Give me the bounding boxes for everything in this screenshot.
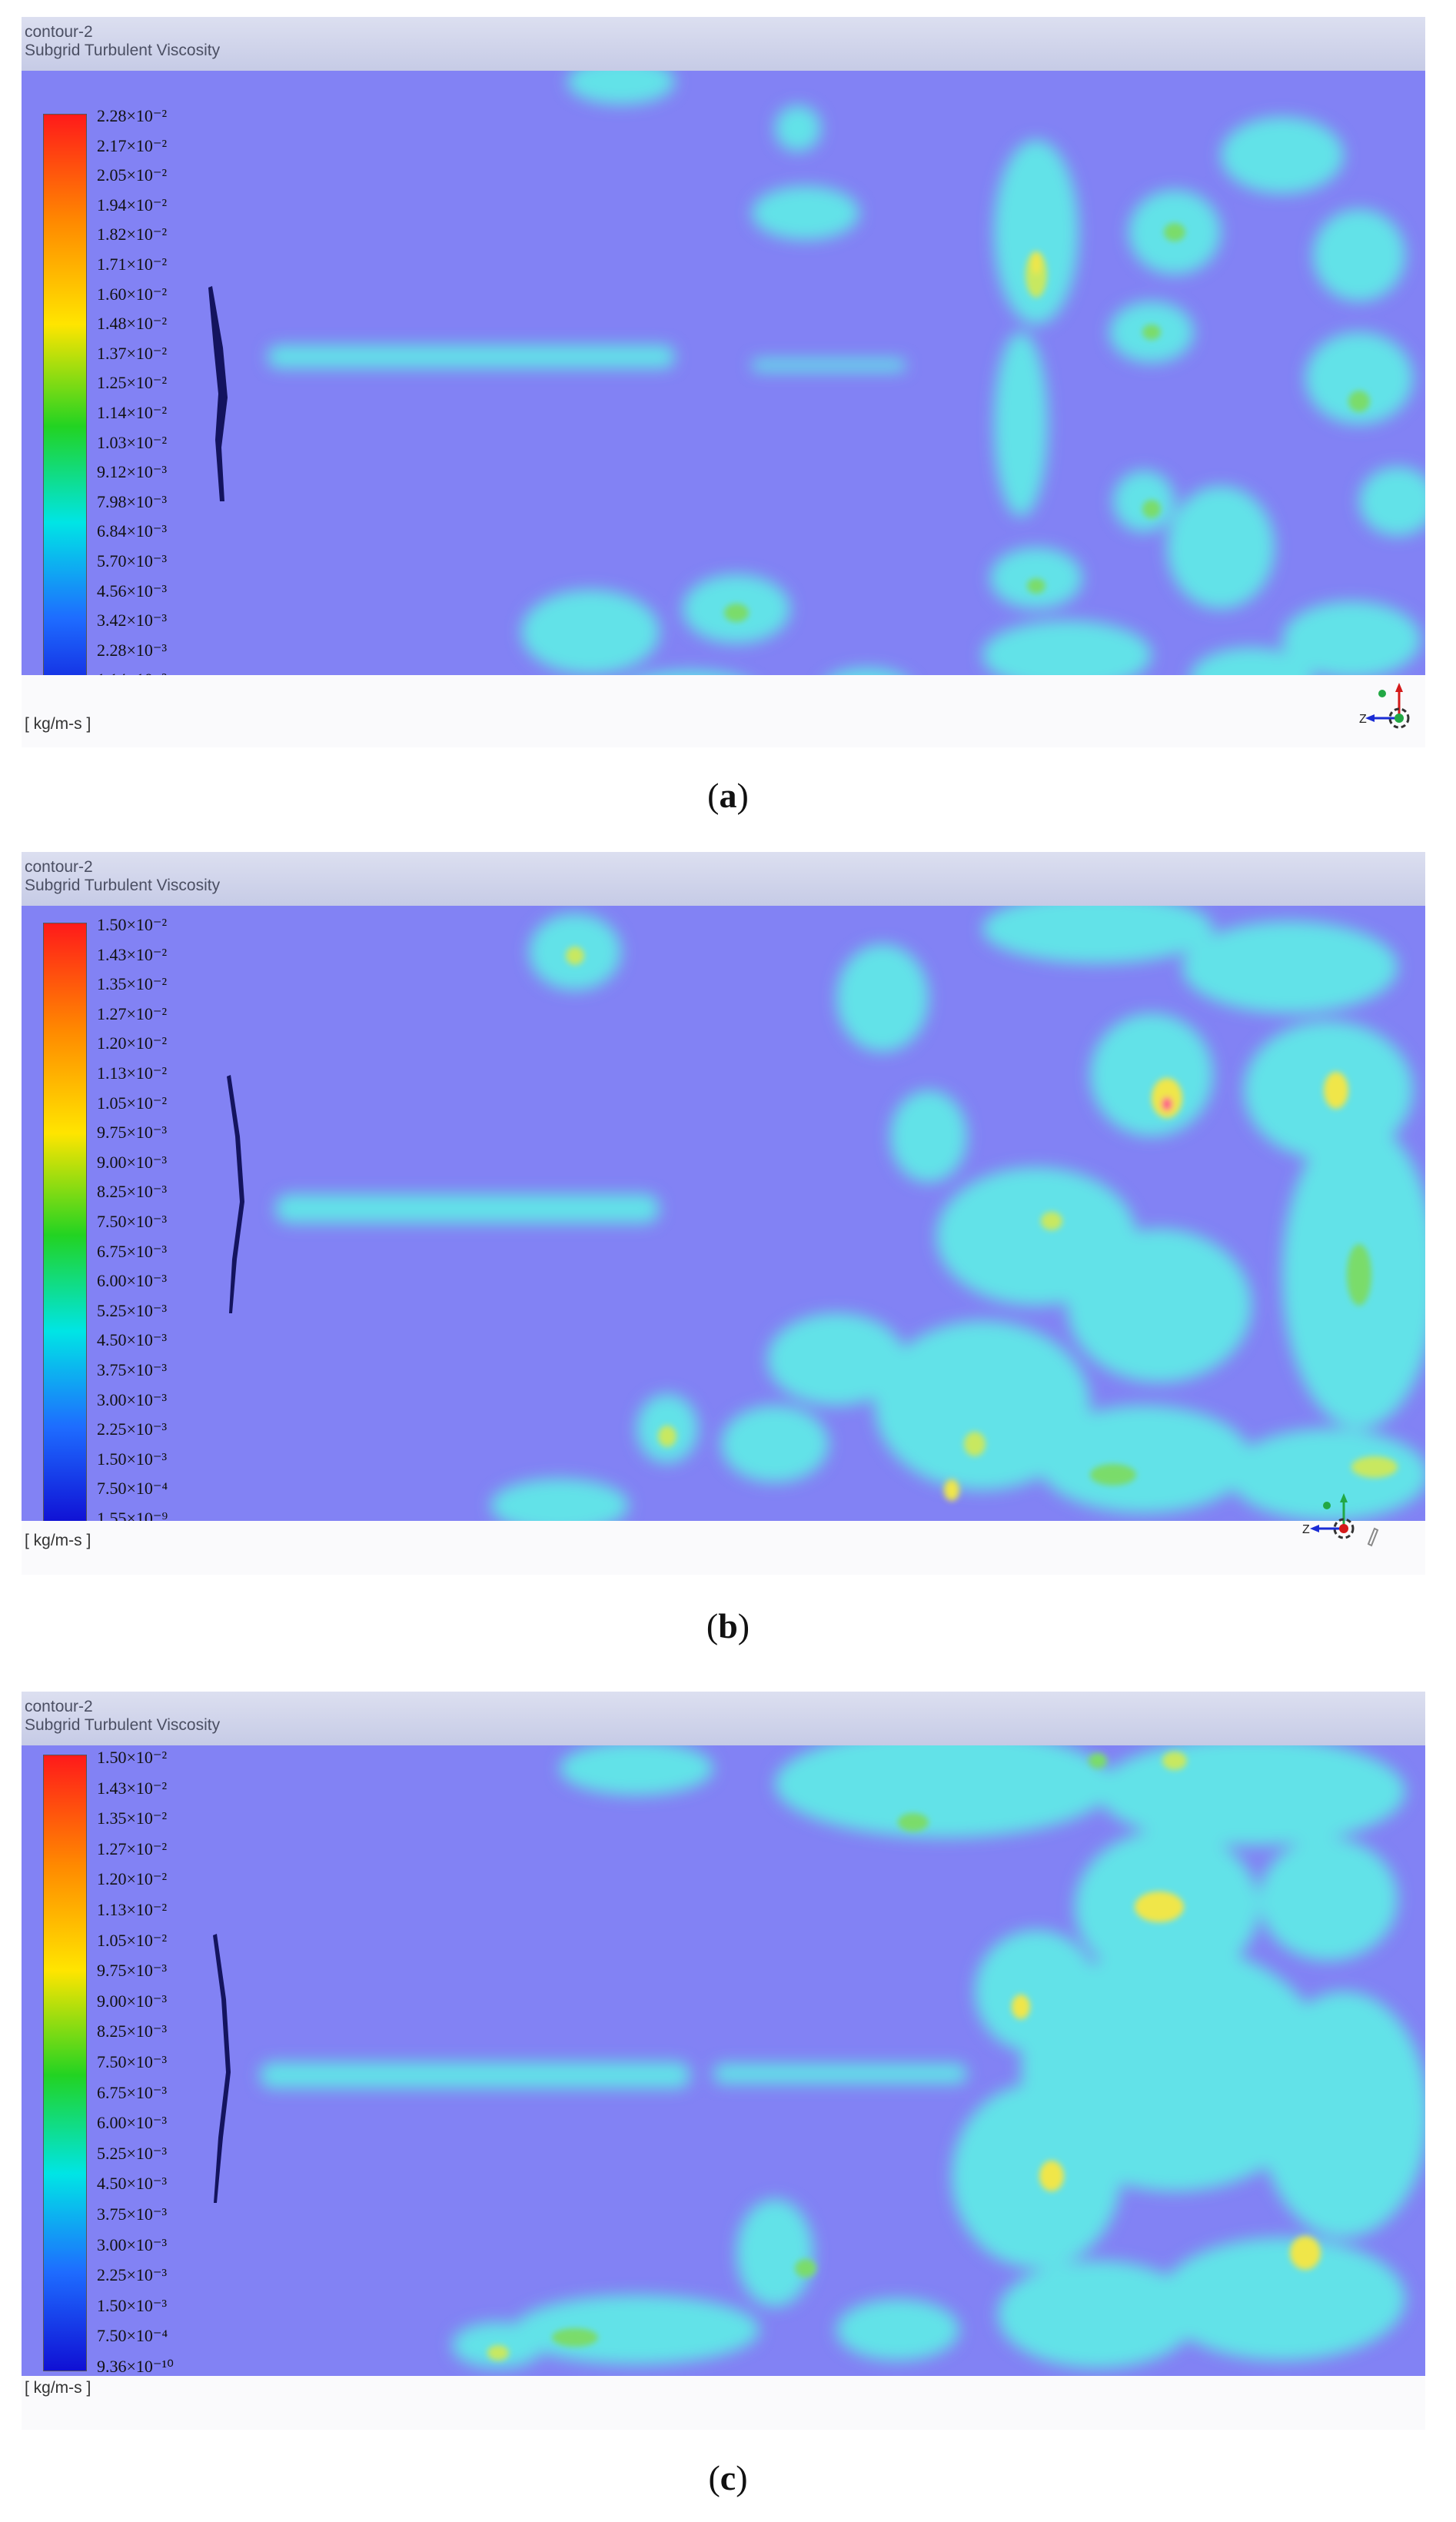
colorbar-tick-label: 1.27×10⁻²	[97, 1838, 168, 1858]
colorbar-tick-label: 7.50×10⁻⁴	[97, 1479, 168, 1499]
colorbar-tick-label: 7.50×10⁻³	[97, 1211, 168, 1231]
colorbar	[43, 923, 87, 1521]
unit-label: [ kg/m-s ]	[25, 1532, 91, 1549]
colorbar-tick-label: 2.17×10⁻²	[97, 135, 168, 155]
svg-text:Z: Z	[1302, 1523, 1310, 1536]
colorbar-tick-label: 4.50×10⁻³	[97, 1330, 168, 1350]
colorbar-tick-label: 1.20×10⁻²	[97, 1869, 168, 1889]
colorbar-tick-label: 1.60×10⁻²	[97, 284, 168, 304]
colorbar-tick-label: 1.71×10⁻²	[97, 254, 168, 274]
colorbar-ticks: 1.50×10⁻² 1.43×10⁻² 1.35×10⁻² 1.27×10⁻² 1.20…	[97, 1745, 174, 2376]
colorbar-tick-label: 1.35×10⁻²	[97, 1808, 168, 1828]
colorbar-tick-label: 3.75×10⁻³	[97, 2204, 168, 2224]
colorbar-tick-label: 9.12×10⁻³	[97, 462, 168, 482]
contour-plot: 2.28×10⁻² 2.17×10⁻² 2.05×10⁻² 1.94×10⁻² 1.82…	[22, 71, 1425, 732]
colorbar-tick-label: 6.00×10⁻³	[97, 1271, 168, 1291]
unit-label: [ kg/m-s ]	[25, 2379, 91, 2397]
axis-triad-icon: Z	[1359, 683, 1410, 729]
colorbar-tick-label: 2.28×10⁻³	[97, 640, 168, 660]
colorbar-tick-label: 1.43×10⁻²	[97, 1778, 168, 1798]
contour-variable: Subgrid Turbulent Viscosity	[25, 877, 221, 894]
colorbar-tick-label: 4.56×10⁻³	[97, 581, 168, 601]
colorbar-tick-label: 6.75×10⁻³	[97, 2082, 168, 2102]
colorbar-ticks: 2.28×10⁻² 2.17×10⁻² 2.05×10⁻² 1.94×10⁻² 1.82…	[97, 101, 168, 724]
colorbar-tick-label: 5.25×10⁻³	[97, 1300, 168, 1320]
colorbar-tick-label: 2.05×10⁻²	[97, 165, 168, 185]
colorbar-tick-label: 8.25×10⁻³	[97, 2021, 168, 2041]
colorbar-tick-label: 1.50×10⁻³	[97, 2295, 168, 2315]
contour-variable: Subgrid Turbulent Viscosity	[25, 1716, 221, 1734]
colorbar-tick-label: 1.50×10⁻²	[97, 1748, 168, 1767]
colorbar-tick-label: 9.75×10⁻³	[97, 1123, 168, 1143]
plot-footer: [ kg/m-s ] Z	[22, 675, 1425, 747]
contour-field	[227, 906, 1425, 1521]
colorbar-tick-label: 6.00×10⁻³	[97, 2113, 168, 2133]
contour-panel-b: contour-2 Subgrid Turbulent Viscosity	[22, 852, 1425, 1575]
colorbar	[43, 114, 87, 715]
colorbar-tick-label: 1.27×10⁻²	[97, 1003, 168, 1023]
colorbar-tick-label: 3.75×10⁻³	[97, 1359, 168, 1379]
colorbar-tick-label: 1.35×10⁻²	[97, 974, 168, 994]
colorbar-tick-label: 9.00×10⁻³	[97, 1991, 168, 2011]
colorbar-tick-label: 9.75×10⁻³	[97, 1961, 168, 1981]
caption-b: (b)	[706, 1606, 750, 1645]
caption-a: (a)	[707, 776, 749, 815]
svg-text:Z: Z	[1359, 713, 1367, 726]
colorbar-tick-label: 1.05×10⁻²	[97, 1930, 168, 1950]
colorbar-tick-label: 1.50×10⁻²	[97, 915, 168, 934]
unit-label: [ kg/m-s ]	[25, 715, 91, 733]
colorbar-tick-label: 7.50×10⁻⁴	[97, 2326, 168, 2346]
colorbar-tick-label: 4.50×10⁻³	[97, 2174, 168, 2194]
colorbar-tick-label: 9.36×10⁻¹⁰	[97, 2356, 174, 2376]
colorbar-tick-label: 8.25×10⁻³	[97, 1182, 168, 1202]
colorbar-tick-label: 5.25×10⁻³	[97, 2143, 168, 2163]
colorbar-tick-label: 3.00×10⁻³	[97, 2234, 168, 2254]
colorbar-ticks: 1.50×10⁻² 1.43×10⁻² 1.35×10⁻² 1.27×10⁻² 1.20…	[97, 910, 168, 1521]
colorbar-tick-label: 1.13×10⁻²	[97, 1899, 168, 1919]
colorbar	[43, 1755, 87, 2371]
colorbar-tick-label: 1.50×10⁻³	[97, 1449, 168, 1469]
colorbar-tick-label: 1.94×10⁻²	[97, 195, 168, 215]
colorbar-tick-label: 3.00×10⁻³	[97, 1389, 168, 1409]
plot-footer: [ kg/m-s ] Z	[22, 1493, 1425, 1575]
colorbar-tick-label: 1.05×10⁻²	[97, 1093, 168, 1113]
colorbar-tick-label: 1.82×10⁻²	[97, 225, 168, 245]
contour-variable: Subgrid Turbulent Viscosity	[25, 42, 221, 59]
contour-name: contour-2	[25, 1698, 93, 1715]
contour-panel-c: contour-2 Subgrid Turbulent Viscosity	[22, 1692, 1425, 2430]
colorbar-tick-label: 1.43×10⁻²	[97, 944, 168, 964]
colorbar-tick-label: 1.25×10⁻²	[97, 373, 168, 393]
panel-header: contour-2 Subgrid Turbulent Viscosity	[22, 1692, 1425, 1745]
panel-header: contour-2 Subgrid Turbulent Viscosity	[22, 852, 1425, 906]
colorbar-tick-label: 6.84×10⁻³	[97, 521, 168, 541]
colorbar-tick-label: 1.20×10⁻²	[97, 1033, 168, 1053]
panel-header: contour-2 Subgrid Turbulent Viscosity	[22, 17, 1425, 71]
colorbar-tick-label: 1.37×10⁻²	[97, 343, 168, 363]
colorbar-tick-label: 1.14×10⁻²	[97, 402, 168, 422]
colorbar-tick-label: 2.25×10⁻³	[97, 1419, 168, 1439]
colorbar-tick-label: 3.42×10⁻³	[97, 611, 168, 630]
colorbar-tick-label: 7.98×10⁻³	[97, 491, 168, 511]
colorbar-tick-label: 1.03×10⁻²	[97, 432, 168, 452]
contour-field	[213, 1745, 1425, 2368]
plot-footer: [ kg/m-s ]	[22, 2376, 1425, 2430]
caption-c: (c)	[708, 2458, 748, 2497]
colorbar-tick-label: 2.25×10⁻³	[97, 2265, 168, 2285]
colorbar-tick-label: 9.00×10⁻³	[97, 1152, 168, 1172]
colorbar-tick-label: 2.28×10⁻²	[97, 106, 168, 125]
colorbar-tick-label: 1.55×10⁻⁹	[97, 1508, 168, 1521]
contour-plot: 1.50×10⁻² 1.43×10⁻² 1.35×10⁻² 1.27×10⁻² 1.20…	[22, 1745, 1425, 2376]
axis-triad-icon: Z	[1302, 1493, 1379, 1547]
colorbar-tick-label: 1.48×10⁻²	[97, 314, 168, 334]
contour-field	[208, 71, 1425, 717]
colorbar-tick-label: 5.70×10⁻³	[97, 551, 168, 571]
colorbar-tick-label: 7.50×10⁻³	[97, 2051, 168, 2071]
contour-panel-a: contour-2 Subgrid Turbulent Viscosity	[22, 17, 1425, 747]
colorbar-tick-label: 6.75×10⁻³	[97, 1241, 168, 1261]
colorbar-tick-label: 1.13×10⁻²	[97, 1063, 168, 1083]
contour-name: contour-2	[25, 23, 93, 41]
contour-name: contour-2	[25, 858, 93, 876]
contour-plot: 1.50×10⁻² 1.43×10⁻² 1.35×10⁻² 1.27×10⁻² 1.20…	[22, 906, 1425, 1521]
